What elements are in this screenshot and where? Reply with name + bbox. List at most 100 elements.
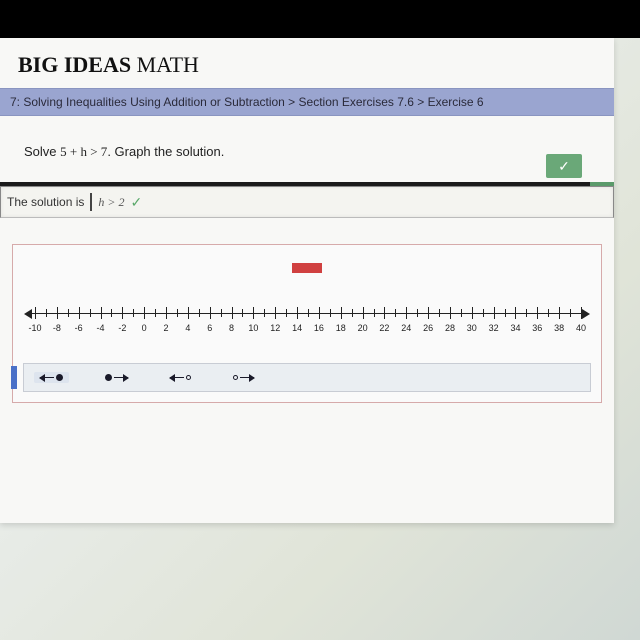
tick-label: 8 bbox=[229, 323, 234, 333]
tick bbox=[341, 307, 342, 319]
tick bbox=[570, 309, 571, 317]
tick-label: -10 bbox=[28, 323, 41, 333]
main-card: BIG IDEAS MATH 7: Solving Inequalities U… bbox=[0, 38, 614, 523]
tick-label: 36 bbox=[532, 323, 542, 333]
tick bbox=[384, 307, 385, 319]
tick bbox=[35, 307, 36, 319]
tick bbox=[330, 309, 331, 317]
tick bbox=[308, 309, 309, 317]
tick bbox=[210, 307, 211, 319]
problem-expression: 5 + h > 7 bbox=[60, 144, 107, 159]
tick bbox=[232, 307, 233, 319]
tick bbox=[111, 309, 112, 317]
tick bbox=[101, 307, 102, 319]
tick bbox=[46, 309, 47, 317]
tick bbox=[242, 309, 243, 317]
tick-label: 0 bbox=[142, 323, 147, 333]
tick bbox=[352, 309, 353, 317]
tick bbox=[264, 309, 265, 317]
breadcrumb[interactable]: 7: Solving Inequalities Using Addition o… bbox=[0, 88, 614, 116]
tick bbox=[79, 307, 80, 319]
brand-title: BIG IDEAS MATH bbox=[0, 38, 614, 88]
tick bbox=[297, 307, 298, 319]
tool-closed-right[interactable] bbox=[99, 372, 134, 383]
tick bbox=[374, 309, 375, 317]
closed-dot-icon bbox=[105, 374, 112, 381]
tick-label: 38 bbox=[554, 323, 564, 333]
tick bbox=[221, 309, 222, 317]
tool-open-right[interactable] bbox=[227, 373, 260, 382]
tick bbox=[450, 307, 451, 319]
tick-label: 18 bbox=[336, 323, 346, 333]
tick-label: 22 bbox=[379, 323, 389, 333]
tick-label: 24 bbox=[401, 323, 411, 333]
tick bbox=[363, 307, 364, 319]
check-icon: ✓ bbox=[558, 158, 570, 175]
arrow-left-icon bbox=[40, 377, 54, 379]
tick bbox=[494, 307, 495, 319]
tick-label: 16 bbox=[314, 323, 324, 333]
tick-label: -2 bbox=[118, 323, 126, 333]
tick-label: 40 bbox=[576, 323, 586, 333]
arrow-right-icon bbox=[114, 377, 128, 379]
tick-label: 28 bbox=[445, 323, 455, 333]
tick bbox=[155, 309, 156, 317]
tick bbox=[57, 307, 58, 319]
tool-open-left[interactable] bbox=[164, 373, 197, 382]
tick bbox=[188, 307, 189, 319]
tool-closed-left[interactable] bbox=[34, 372, 69, 383]
number-line[interactable]: -10-8-6-4-202468101214161820222426283032… bbox=[23, 297, 591, 347]
tick-label: 6 bbox=[207, 323, 212, 333]
spacer bbox=[0, 403, 614, 523]
tick-label: 10 bbox=[248, 323, 258, 333]
tick-label: -4 bbox=[97, 323, 105, 333]
tick bbox=[395, 309, 396, 317]
answer-label: The solution is bbox=[7, 195, 84, 209]
open-dot-icon bbox=[186, 375, 191, 380]
tick bbox=[68, 309, 69, 317]
tick bbox=[581, 307, 582, 319]
tick bbox=[319, 307, 320, 319]
tick bbox=[199, 309, 200, 317]
check-button[interactable]: ✓ bbox=[546, 154, 582, 178]
arrow-right-icon bbox=[240, 377, 254, 379]
answer-box[interactable]: The solution is h > 2 ✓ bbox=[0, 186, 614, 218]
tick bbox=[133, 309, 134, 317]
tick bbox=[122, 307, 123, 319]
tick bbox=[406, 307, 407, 319]
tick bbox=[559, 307, 560, 319]
tick bbox=[144, 307, 145, 319]
tick-label: -6 bbox=[75, 323, 83, 333]
tick bbox=[166, 307, 167, 319]
tick bbox=[439, 309, 440, 317]
tick bbox=[253, 307, 254, 319]
graph-area: -10-8-6-4-202468101214161820222426283032… bbox=[12, 244, 602, 403]
tick-label: 30 bbox=[467, 323, 477, 333]
closed-dot-icon bbox=[56, 374, 63, 381]
tick bbox=[483, 309, 484, 317]
tick-label: 34 bbox=[510, 323, 520, 333]
tick bbox=[275, 307, 276, 319]
tick bbox=[526, 309, 527, 317]
tick bbox=[428, 307, 429, 319]
tick bbox=[472, 307, 473, 319]
tick-label: 14 bbox=[292, 323, 302, 333]
answer-separator bbox=[90, 193, 92, 211]
problem-prefix: Solve bbox=[24, 144, 60, 159]
tick bbox=[461, 309, 462, 317]
tick bbox=[417, 309, 418, 317]
tick-label: 12 bbox=[270, 323, 280, 333]
problem-suffix: . Graph the solution. bbox=[107, 144, 224, 159]
tick bbox=[515, 307, 516, 319]
answer-value: h > 2 bbox=[98, 195, 124, 210]
brand-big: BIG IDEAS bbox=[18, 52, 131, 77]
tick bbox=[177, 309, 178, 317]
answer-check-icon: ✓ bbox=[130, 194, 142, 211]
tick-label: 26 bbox=[423, 323, 433, 333]
problem-text: Solve 5 + h > 7. Graph the solution. bbox=[0, 116, 614, 168]
ray-toolbar bbox=[23, 363, 591, 392]
tick bbox=[537, 307, 538, 319]
tick-label: 32 bbox=[489, 323, 499, 333]
tick bbox=[286, 309, 287, 317]
eraser-tool[interactable] bbox=[292, 263, 322, 273]
